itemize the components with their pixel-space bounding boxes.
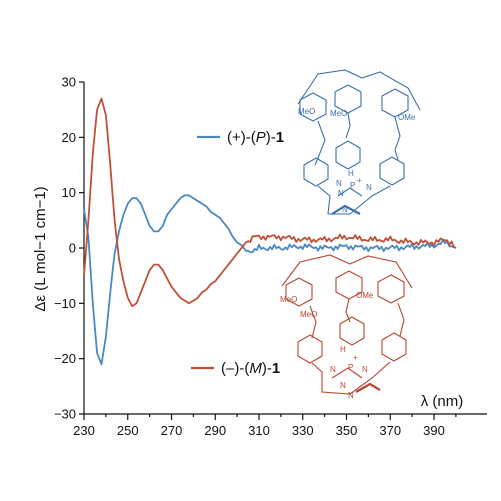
x-tick-label: 310 (248, 423, 270, 438)
linker-blue-3 (394, 116, 401, 161)
linker-blue-1 (314, 120, 326, 166)
x-ticks: 230 250 270 290 310 330 350 370 390 (73, 414, 457, 438)
x-tick-label: 350 (336, 423, 358, 438)
benzene-ring-red-3 (377, 274, 405, 304)
legend-label-minus-M: (–)-(M)-1 (221, 360, 280, 377)
y-tick-label: 20 (62, 130, 76, 145)
x-axis-label: λ (nm) (421, 393, 464, 410)
legend-item-minus-M: (–)-(M)-1 (191, 360, 280, 377)
struct-label-blue-5: P (350, 181, 355, 190)
x-tick-label: 330 (292, 423, 314, 438)
phenyl-red-1 (297, 334, 323, 364)
structure-minus-M: MeO OMe MeO H P + N N N N (280, 254, 413, 400)
struct-label-red-6: N (330, 365, 336, 374)
structure-plus-P: MeO MeO OMe N H P + N N N (297, 69, 421, 215)
struct-label-red-2: MeO (300, 310, 317, 319)
x-tick-label: 290 (204, 423, 226, 438)
y-tick-label: −10 (54, 296, 76, 311)
phenyl-blue-2 (335, 140, 361, 170)
phenyl-red-2 (339, 316, 365, 346)
struct-label-blue-6: + (357, 176, 362, 185)
struct-label-red-8: N (340, 381, 346, 390)
struct-label-blue-1: MeO (330, 109, 347, 118)
linker-red-1 (309, 305, 317, 339)
struct-label-blue-9: N (342, 205, 348, 214)
phenyl-blue-3 (379, 156, 405, 186)
y-tick-label: −20 (54, 351, 76, 366)
x-tick-label: 250 (117, 423, 139, 438)
series-group (83, 97, 457, 366)
struct-label-blue-8: N (366, 183, 372, 192)
struct-label-red-1: OMe (356, 291, 374, 300)
tren-core-red (311, 361, 391, 395)
struct-label-red-0: MeO (280, 295, 297, 304)
benzene-ring-red-1 (285, 277, 313, 307)
linker-blue-2 (345, 112, 351, 139)
x-tick-label: 390 (423, 423, 445, 438)
struct-label-red-7: N (362, 365, 368, 374)
tren-bold-bond-blue (331, 204, 361, 215)
struct-label-blue-4: H (348, 169, 354, 178)
benzene-ring-blue-1 (299, 92, 327, 122)
y-tick-label: 10 (62, 185, 76, 200)
tren-arm-red (331, 367, 363, 379)
legend-item-plus-P: (+)-(P)-1 (197, 129, 284, 146)
y-axis-label: Δε (L mol−1 cm−1) (32, 186, 49, 311)
y-ticks: 30 20 10 0 −10 −20 −30 (54, 75, 84, 422)
cage-cap-top-blue (297, 69, 421, 111)
benzene-ring-blue-3 (381, 88, 409, 118)
benzene-ring-blue-2 (334, 84, 362, 114)
cage-cap-top-red (281, 254, 413, 289)
phenyl-blue-1 (303, 157, 329, 187)
y-tick-label: 0 (69, 241, 76, 256)
struct-label-red-4: P (348, 363, 353, 372)
x-tick-label: 270 (161, 423, 183, 438)
benzene-ring-red-2 (335, 270, 363, 300)
series-line-minus-M (83, 97, 457, 308)
x-tick-label: 230 (73, 423, 95, 438)
legend-label-plus-P: (+)-(P)-1 (227, 129, 284, 146)
tren-arm-blue (337, 187, 363, 197)
y-tick-label: −30 (54, 407, 76, 422)
x-tick-label: 370 (379, 423, 401, 438)
struct-label-blue-7: N (338, 189, 344, 198)
linker-red-3 (397, 302, 405, 337)
y-tick-label: 30 (62, 75, 76, 90)
tren-core-blue (317, 185, 391, 215)
struct-label-blue-2: OMe (398, 113, 416, 122)
tren-bold-bond-red (355, 382, 381, 393)
struct-label-blue-0: MeO (298, 107, 315, 116)
struct-label-red-3: H (340, 345, 346, 354)
struct-label-blue-3: N (336, 179, 342, 188)
phenyl-red-3 (381, 332, 407, 362)
series-line-plus-P (83, 194, 457, 366)
struct-label-red-9: N (348, 391, 354, 400)
struct-label-red-5: + (353, 353, 358, 362)
